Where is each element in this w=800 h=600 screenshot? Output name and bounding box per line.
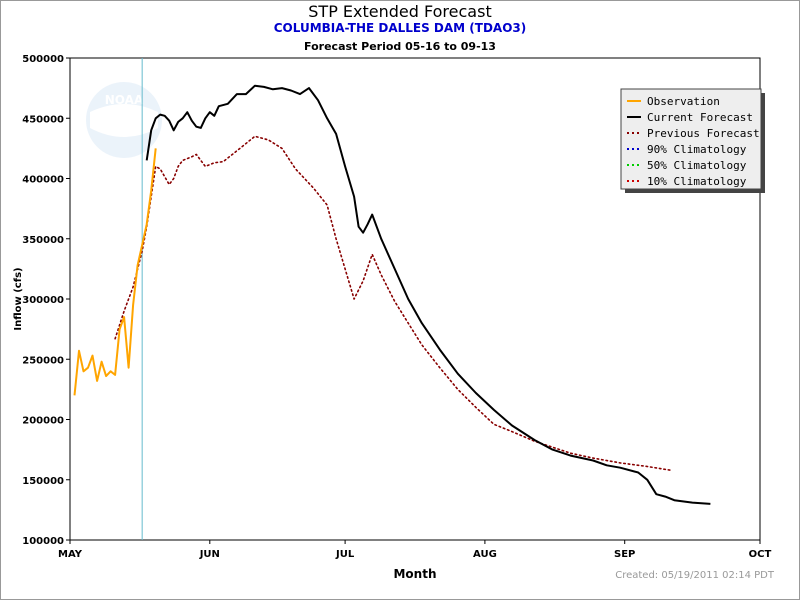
chart-title: STP Extended Forecast	[308, 2, 492, 21]
x-axis: MAY JUN JUL AUG SEP OCT	[58, 540, 772, 560]
y-tick-label: 150000	[22, 476, 64, 487]
y-axis: 100000 150000 200000 250000 300000 350000 4000…	[22, 54, 70, 547]
forecast-period: Forecast Period 05-16 to 09-13	[304, 40, 496, 53]
x-tick-label: AUG	[473, 549, 497, 560]
x-tick-label: MAY	[58, 549, 83, 560]
y-tick-label: 350000	[22, 235, 64, 246]
series-line-previous-forecast	[114, 135, 671, 471]
y-tick-label: 250000	[22, 355, 64, 366]
series-layer	[73, 84, 711, 505]
noaa-logo: NOAA	[86, 82, 162, 158]
y-tick-label: 500000	[22, 54, 64, 65]
created-timestamp: Created: 05/19/2011 02:14 PDT	[615, 570, 774, 581]
legend-label: Previous Forecast	[647, 127, 760, 140]
chart-subtitle: COLUMBIA-THE DALLES DAM (TDAO3)	[273, 21, 527, 35]
y-tick-label: 200000	[22, 416, 64, 427]
legend-label: 50% Climatology	[647, 159, 747, 172]
x-axis-label: Month	[393, 567, 436, 581]
series-line-observation	[73, 148, 157, 396]
y-tick-label: 100000	[22, 536, 64, 547]
legend-box	[620, 88, 762, 190]
x-tick-label: JUL	[335, 549, 355, 560]
y-tick-label: 400000	[22, 175, 64, 186]
legend-label: Observation	[647, 95, 720, 108]
series-line-current-forecast	[145, 84, 711, 505]
legend-label: 90% Climatology	[647, 143, 747, 156]
x-tick-label: JUN	[199, 549, 220, 560]
legend-label: Current Forecast	[647, 111, 753, 124]
y-tick-label: 300000	[22, 295, 64, 306]
y-axis-label: Inflow (cfs)	[13, 267, 24, 330]
legend-label: 10% Climatology	[647, 175, 747, 188]
legend: Observation Current Forecast Previous Fore…	[620, 88, 765, 193]
x-tick-label: OCT	[749, 549, 772, 560]
y-tick-label: 450000	[22, 114, 64, 125]
x-tick-label: SEP	[614, 549, 635, 560]
noaa-logo-text: NOAA	[105, 93, 144, 107]
